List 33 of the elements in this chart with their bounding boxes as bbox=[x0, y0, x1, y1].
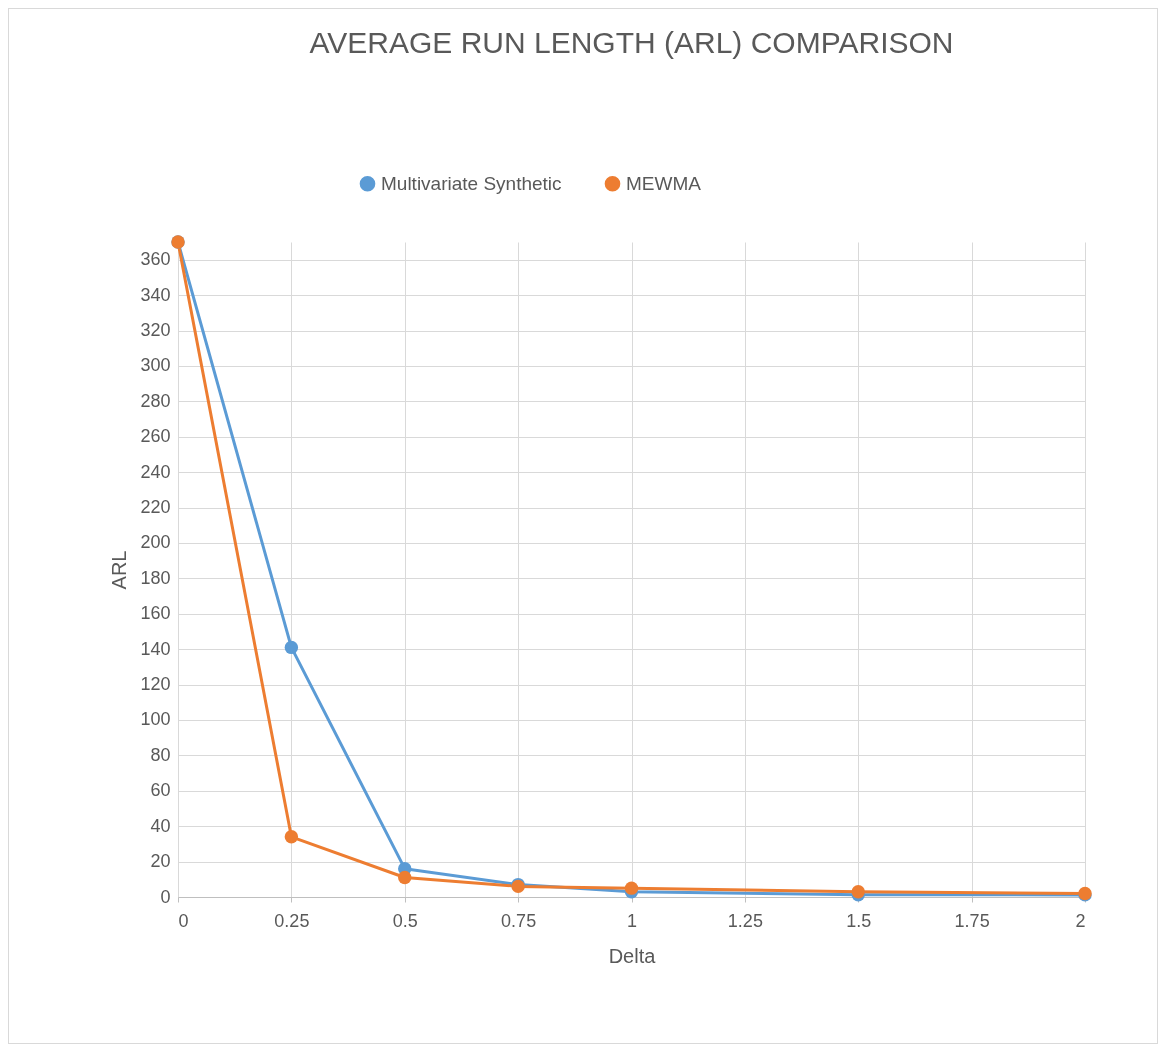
y-tick-label: 0 bbox=[160, 886, 171, 907]
chart-title: AVERAGE RUN LENGTH (ARL) COMPARISON bbox=[309, 26, 954, 59]
y-tick-label: 360 bbox=[140, 249, 171, 270]
y-tick-label: 20 bbox=[150, 851, 171, 872]
y-tick-label: 240 bbox=[140, 461, 171, 482]
x-tick-label: 0.75 bbox=[501, 910, 537, 931]
y-tick-label: 180 bbox=[140, 567, 171, 588]
x-tick-label: 1 bbox=[626, 910, 638, 931]
x-tick-label: 0.5 bbox=[392, 910, 418, 931]
x-tick-label: 1.5 bbox=[846, 910, 872, 931]
y-tick-label: 60 bbox=[150, 780, 171, 801]
y-tick-label: 80 bbox=[150, 744, 171, 765]
y-tick-label: 300 bbox=[140, 355, 171, 376]
x-tick-label: 2 bbox=[1075, 910, 1086, 931]
x-tick-label: 1.25 bbox=[727, 910, 763, 931]
y-tick-label: 160 bbox=[140, 603, 171, 624]
y-tick-label: 340 bbox=[140, 284, 171, 305]
y-tick-label: 320 bbox=[140, 320, 171, 341]
x-tick-label: 1.75 bbox=[954, 910, 990, 931]
y-tick-label: 280 bbox=[140, 390, 171, 411]
y-axis-title: ARL bbox=[108, 550, 131, 590]
y-tick-label: 40 bbox=[150, 815, 171, 836]
y-tick-label: 120 bbox=[140, 674, 171, 695]
x-tick-label: 0 bbox=[178, 910, 189, 931]
y-tick-label: 200 bbox=[140, 532, 171, 553]
legend-label: MEWMA bbox=[626, 172, 702, 194]
y-tick-label: 100 bbox=[140, 709, 171, 730]
y-tick-label: 260 bbox=[140, 426, 171, 447]
x-tick-label: 0.25 bbox=[274, 910, 310, 931]
y-tick-label: 140 bbox=[140, 638, 171, 659]
legend-label: Multivariate Synthetic bbox=[381, 172, 562, 194]
y-tick-label: 220 bbox=[140, 497, 171, 518]
x-axis-title: Delta bbox=[608, 944, 657, 967]
